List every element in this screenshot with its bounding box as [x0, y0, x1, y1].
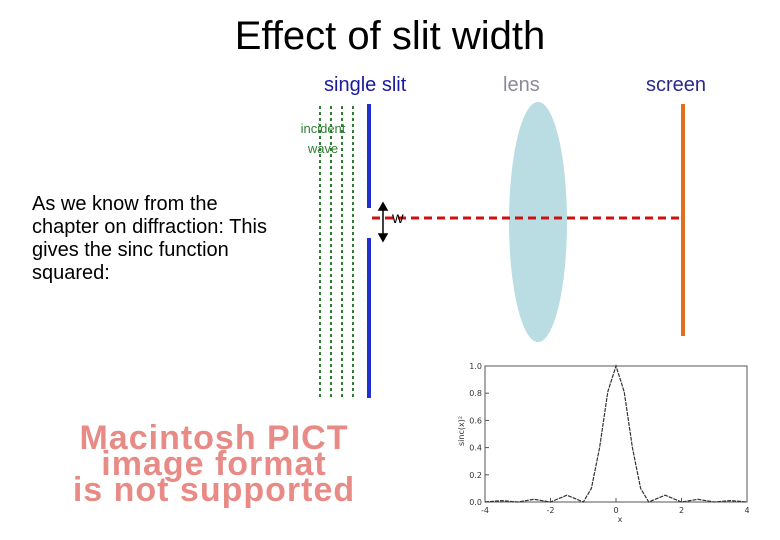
- single-slit-label: single slit: [324, 74, 407, 96]
- x-tick-label: 4: [744, 506, 749, 515]
- incident-wavefronts: [319, 106, 354, 398]
- y-axis-label: sinc(x)²: [457, 416, 466, 446]
- y-tick-label: 0.2: [469, 471, 482, 480]
- x-axis-label: x: [618, 515, 623, 524]
- pict-line3: is not supported: [72, 471, 356, 509]
- lens-label: lens: [503, 74, 540, 96]
- incident-label-line1: incident: [300, 121, 346, 136]
- incident-wave-label: incident wave: [288, 119, 358, 159]
- incident-label-line2: wave: [307, 141, 339, 156]
- slit-width-arrow: [377, 201, 389, 243]
- x-tick-label: 0: [613, 506, 618, 515]
- y-tick-label: 0.4: [469, 444, 482, 453]
- body-text: As we know from the chapter on diffracti…: [32, 193, 267, 284]
- pict-line2: image format: [101, 445, 327, 483]
- lens-shape: [509, 102, 567, 342]
- x-tick-label: 2: [679, 506, 684, 515]
- x-tick-label: -4: [481, 506, 489, 515]
- y-axis-ticks: 0.0 0.2 0.4 0.6 0.8 1.0: [469, 362, 489, 507]
- sinc-squared-plot: 0.0 0.2 0.4 0.6 0.8 1.0 -4 -2 0 2 4 sinc(x)² x: [455, 356, 755, 526]
- x-axis-ticks: -4 -2 0 2 4: [481, 498, 750, 515]
- x-tick-label: -2: [547, 506, 555, 515]
- pict-line1: Macintosh PICT: [79, 419, 349, 457]
- pict-unsupported-notice: Macintosh PICT image format is not suppo…: [14, 419, 414, 509]
- y-tick-label: 0.8: [469, 389, 482, 398]
- y-tick-label: 0.6: [469, 416, 482, 425]
- y-tick-label: 0.0: [469, 498, 482, 507]
- y-tick-label: 1.0: [469, 362, 482, 371]
- page-title: Effect of slit width: [234, 14, 546, 58]
- screen-label: screen: [646, 74, 707, 96]
- slit-width-label: w: [392, 210, 404, 227]
- sinc-curve: [484, 364, 748, 503]
